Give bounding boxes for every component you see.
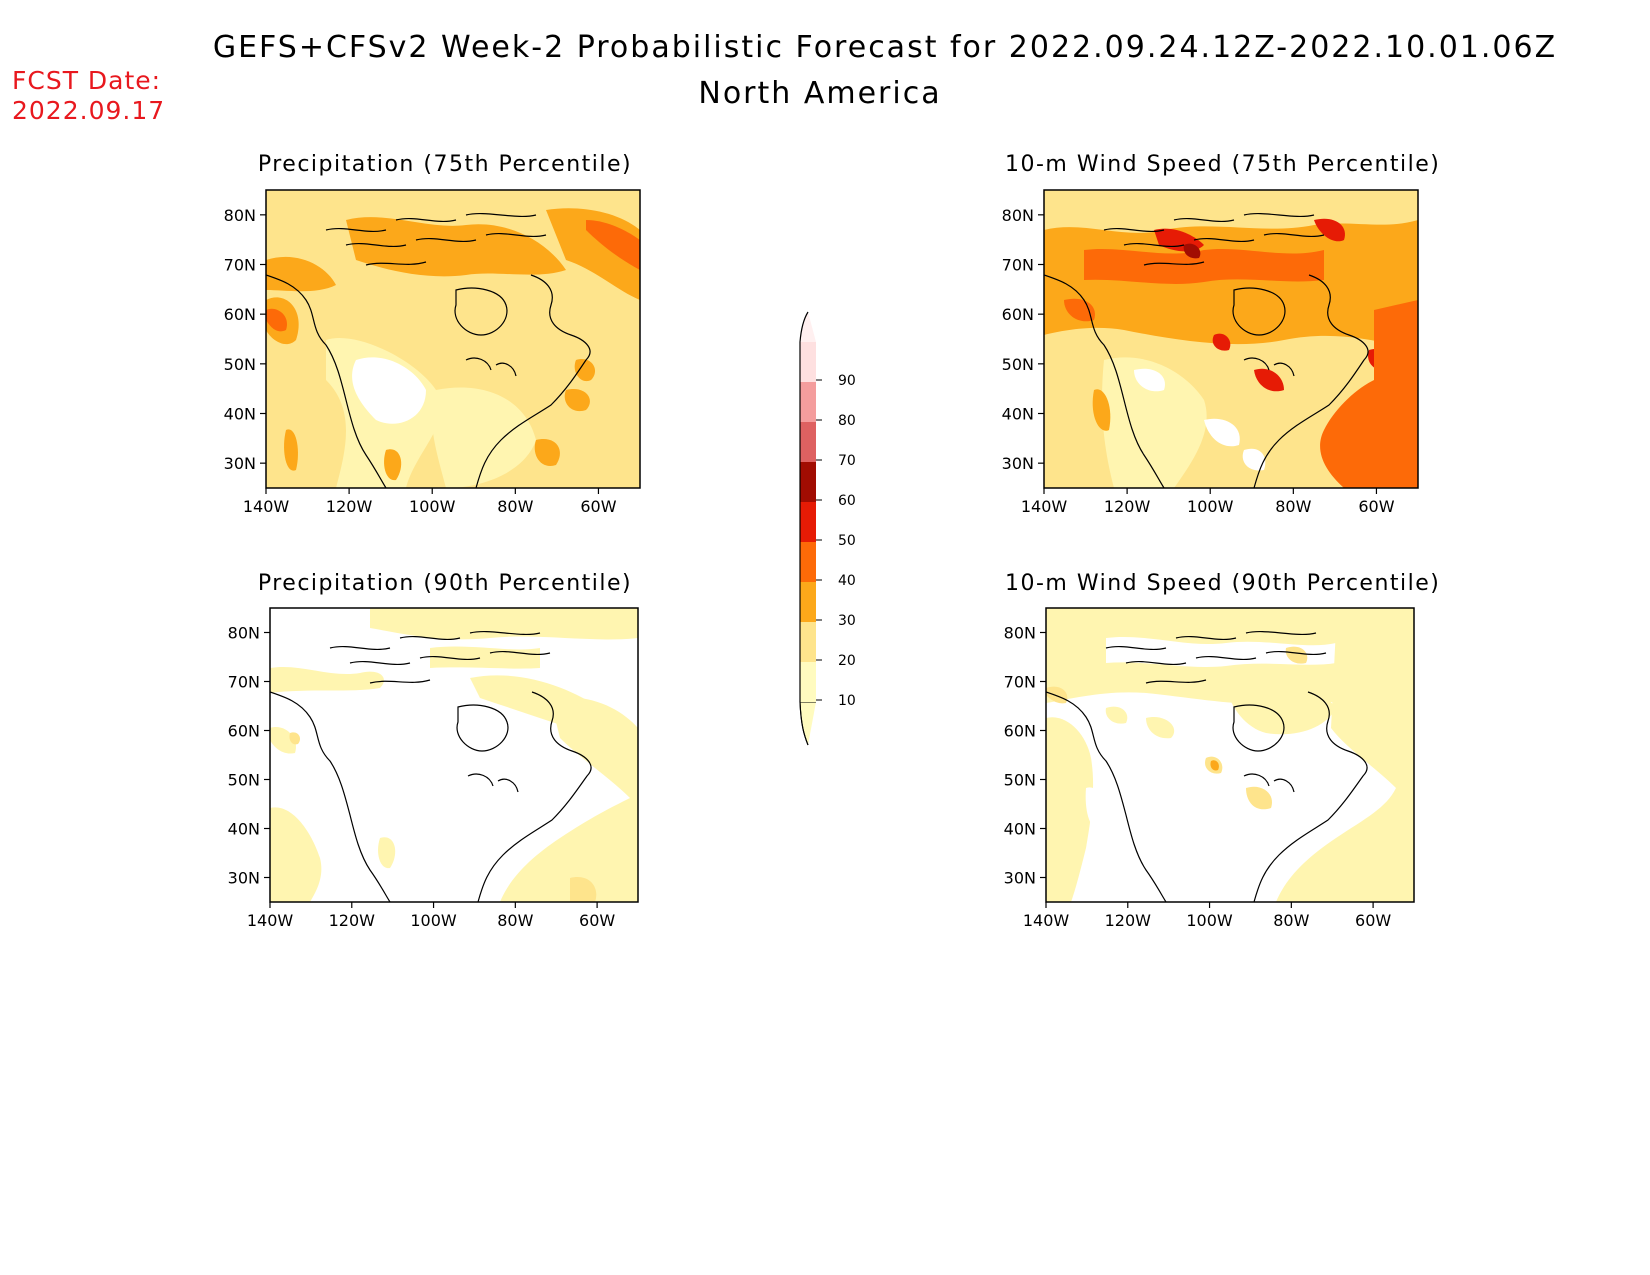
lon-tick-label: 140W xyxy=(247,911,294,930)
colorbar-swatch xyxy=(800,662,816,702)
shading-white-plains xyxy=(352,357,426,424)
colorbar-label: 40 xyxy=(838,573,856,589)
lat-tick-label: 30N xyxy=(1004,869,1036,888)
lon-tick-label: 80W xyxy=(497,911,533,930)
colorbar-label: 20 xyxy=(838,653,856,669)
lat-tick-label: 60N xyxy=(1002,305,1034,324)
lat-tick-label: 50N xyxy=(228,771,260,790)
lat-tick-label: 40N xyxy=(1002,405,1034,424)
panel-frame xyxy=(265,189,641,489)
lat-tick-label: 70N xyxy=(1004,673,1036,692)
lon-tick-label: 120W xyxy=(329,911,376,930)
panel-title-precip-75: Precipitation (75th Percentile) xyxy=(257,152,633,177)
colorbar-label: 10 xyxy=(838,693,856,709)
colorbar-label: 30 xyxy=(838,613,856,629)
lon-tick-label: 80W xyxy=(497,497,533,516)
lat-tick-label: 80N xyxy=(1002,206,1034,225)
page-title: GEFS+CFSv2 Week-2 Probabilistic Forecast… xyxy=(212,30,1558,65)
lat-tick-label: 70N xyxy=(1002,256,1034,275)
shading-orange-arctic xyxy=(346,217,566,277)
lon-tick-label: 120W xyxy=(326,497,373,516)
panel-title-wind-75: 10-m Wind Speed (75th Percentile) xyxy=(1005,152,1441,177)
lat-tick-label: 60N xyxy=(1004,722,1036,741)
colorbar-label: 80 xyxy=(838,413,856,429)
forecast-date-label: FCST Date: xyxy=(12,66,162,95)
colorbar-swatch xyxy=(800,342,816,382)
lon-tick-label: 100W xyxy=(409,497,456,516)
colorbar-swatch xyxy=(800,462,816,502)
map-panel-precip-75: 80N 70N 60N 50N 40N 30N 140W 120W 100W 80W 60W xyxy=(224,189,641,516)
map-panel-wind-90: 80N 70N 60N 50N 40N 30N 140W 120W 100W 80W 60W xyxy=(1004,607,1415,930)
lat-tick-label: 50N xyxy=(1004,771,1036,790)
lat-tick-label: 50N xyxy=(224,355,256,374)
lon-tick-label: 60W xyxy=(1355,911,1391,930)
colorbar: 10 20 30 40 50 60 70 80 90 xyxy=(799,311,856,746)
colorbar-swatch xyxy=(800,622,816,662)
colorbar-swatch xyxy=(800,582,816,622)
lon-tick-label: 140W xyxy=(1023,911,1070,930)
lon-tick-label: 120W xyxy=(1105,911,1152,930)
lat-tick-label: 40N xyxy=(228,820,260,839)
colorbar-label: 90 xyxy=(838,373,856,389)
coastline-east xyxy=(475,274,591,488)
colorbar-swatch xyxy=(800,542,816,582)
colorbar-swatch xyxy=(800,422,816,462)
lon-tick-label: 80W xyxy=(1275,497,1311,516)
lat-tick-label: 60N xyxy=(228,722,260,741)
lat-tick-label: 50N xyxy=(1002,355,1034,374)
map-panel-precip-90: 80N 70N 60N 50N 40N 30N 140W 120W 100W 80W 60W xyxy=(228,607,639,930)
forecast-date-value: 2022.09.17 xyxy=(12,96,166,125)
lat-tick-label: 60N xyxy=(224,305,256,324)
forecast-date-block: FCST Date: 2022.09.17 xyxy=(12,66,165,126)
panel-title-precip-90: Precipitation (90th Percentile) xyxy=(257,571,633,596)
lat-tick-label: 80N xyxy=(224,206,256,225)
colorbar-swatch xyxy=(800,502,816,542)
lat-tick-label: 40N xyxy=(224,405,256,424)
lat-tick-label: 30N xyxy=(1002,454,1034,473)
lat-tick-label: 80N xyxy=(228,624,260,643)
page-subtitle: North America xyxy=(698,76,942,111)
lat-tick-label: 40N xyxy=(1004,820,1036,839)
coastline-west xyxy=(266,274,387,488)
lon-tick-label: 120W xyxy=(1104,497,1151,516)
colorbar-top-cap xyxy=(800,312,816,342)
colorbar-label: 70 xyxy=(838,453,856,469)
lon-tick-label: 100W xyxy=(410,911,457,930)
lon-tick-label: 140W xyxy=(243,497,290,516)
lon-tick-label: 60W xyxy=(580,497,616,516)
shading-orange-atlantic xyxy=(1320,300,1418,488)
colorbar-label: 60 xyxy=(838,493,856,509)
lon-tick-label: 80W xyxy=(1273,911,1309,930)
lat-tick-label: 30N xyxy=(228,869,260,888)
lat-tick-label: 70N xyxy=(224,256,256,275)
lon-tick-label: 100W xyxy=(1187,497,1234,516)
colorbar-label: 50 xyxy=(838,533,856,549)
hudson-bay xyxy=(454,287,508,336)
colorbar-edge xyxy=(799,311,809,746)
lon-tick-label: 100W xyxy=(1186,911,1233,930)
lat-tick-label: 70N xyxy=(228,673,260,692)
colorbar-swatch xyxy=(800,382,816,422)
great-lakes xyxy=(465,357,517,377)
lon-tick-label: 60W xyxy=(1358,497,1394,516)
lon-tick-label: 60W xyxy=(579,911,615,930)
panel-title-wind-90: 10-m Wind Speed (90th Percentile) xyxy=(1005,571,1441,596)
lat-tick-label: 80N xyxy=(1004,624,1036,643)
map-panel-wind-75: 80N 70N 60N 50N 40N 30N 140W 120W 100W 80W 60W xyxy=(1002,189,1419,516)
lat-tick-label: 30N xyxy=(224,454,256,473)
lon-tick-label: 140W xyxy=(1021,497,1068,516)
arctic-islands xyxy=(325,212,547,266)
